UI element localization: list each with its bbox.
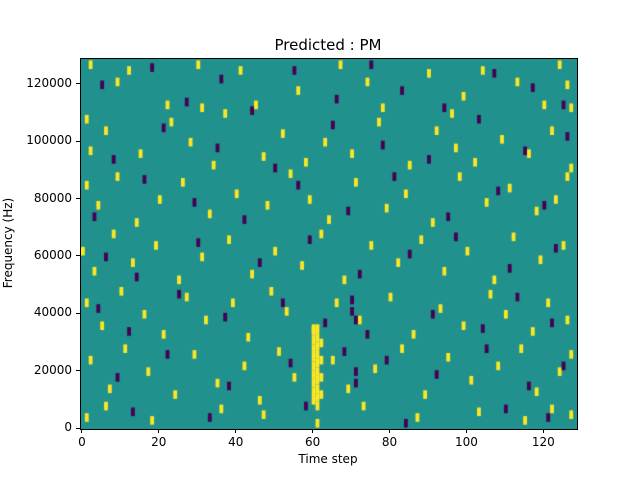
x-tick-label: 120 — [531, 435, 555, 449]
x-tick-mark — [465, 429, 467, 433]
x-tick-label: 60 — [304, 435, 321, 449]
y-tick-mark — [76, 312, 80, 314]
x-tick-mark — [542, 429, 544, 433]
y-tick-label: 20000 — [33, 362, 72, 377]
y-tick-label: 40000 — [33, 305, 72, 320]
y-tick-label: 80000 — [33, 190, 72, 205]
x-tick-mark — [235, 429, 237, 433]
y-tick-label: 120000 — [26, 75, 72, 90]
x-tick-label: 20 — [151, 435, 167, 449]
x-tick-mark — [389, 429, 391, 433]
y-tick-mark — [76, 255, 80, 257]
y-tick-label: 60000 — [33, 247, 72, 262]
x-tick-label: 0 — [78, 435, 86, 449]
x-tick-label: 40 — [228, 435, 244, 449]
heatmap-canvas — [81, 59, 577, 429]
plot-area — [80, 58, 578, 430]
chart-title: Predicted : PM — [274, 36, 382, 54]
x-axis-label: Time step — [298, 452, 358, 466]
y-tick-mark — [76, 140, 80, 142]
x-tick-mark — [81, 429, 83, 433]
x-tick-mark — [158, 429, 160, 433]
y-tick-label: 0 — [64, 420, 72, 434]
x-tick-label: 100 — [454, 435, 478, 449]
y-tick-label: 100000 — [26, 133, 72, 148]
y-tick-mark — [76, 370, 80, 372]
x-tick-mark — [312, 429, 314, 433]
y-tick-mark — [76, 427, 80, 429]
x-tick-label: 80 — [381, 435, 398, 449]
y-tick-mark — [76, 83, 80, 85]
y-tick-mark — [76, 198, 80, 200]
